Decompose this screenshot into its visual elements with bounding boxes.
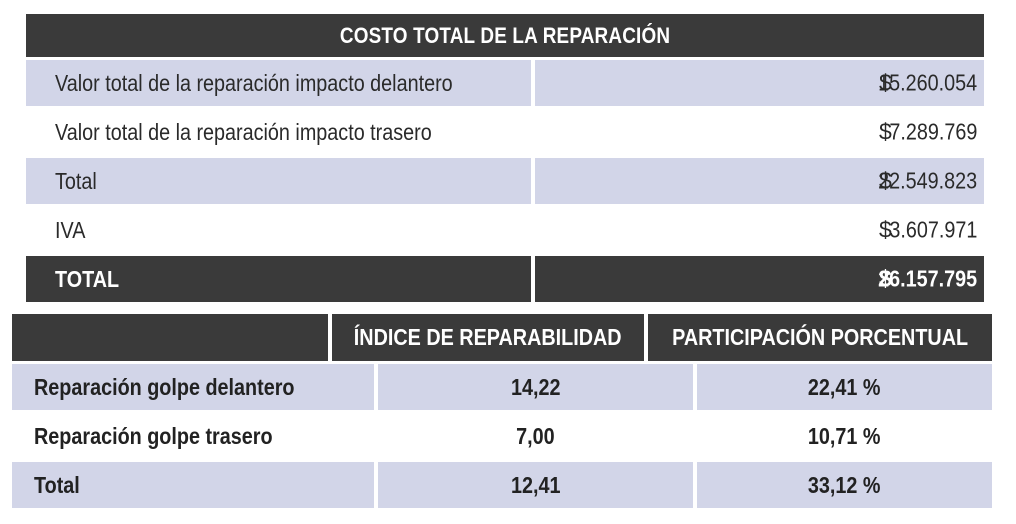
- repair-cost-row-total: Total $ 22.549.823: [26, 158, 984, 204]
- header-percentage-share: PARTICIPACIÓN PORCENTUAL: [647, 314, 992, 361]
- header-empty-cell: [12, 314, 329, 361]
- repair-cost-row-iva: IVA $ 3.607.971: [26, 207, 984, 253]
- row-share-value: 10,71 %: [808, 422, 881, 449]
- row-label: IVA: [26, 207, 531, 253]
- row-label-text: Total: [55, 167, 97, 194]
- row-index-value: 12,41: [378, 462, 693, 508]
- repair-cost-row-rear: Valor total de la reparación impacto tra…: [26, 109, 984, 155]
- row-label-text: IVA: [55, 216, 86, 243]
- row-value: 7.289.769: [888, 118, 977, 145]
- repairability-header-row: ÍNDICE DE REPARABILIDAD PARTICIPACIÓN PO…: [12, 314, 992, 361]
- currency-symbol: $: [879, 265, 892, 292]
- row-value: 22.549.823: [877, 167, 977, 194]
- row-label-text: Valor total de la reparación impacto del…: [55, 69, 453, 96]
- row-value-cell: $ 15.260.054: [535, 60, 984, 106]
- row-value-cell: $ 7.289.769: [535, 109, 984, 155]
- repair-cost-grand-total-row: TOTAL $ 26.157.795: [26, 256, 984, 302]
- row-value: 15.260.054: [877, 69, 977, 96]
- row-share-value: 22,41 %: [697, 364, 992, 410]
- currency-symbol: $: [879, 167, 892, 194]
- row-label: Valor total de la reparación impacto tra…: [26, 109, 531, 155]
- row-label: Total: [26, 158, 531, 204]
- row-label: Reparación golpe delantero: [12, 364, 374, 410]
- header-repairability-index: ÍNDICE DE REPARABILIDAD: [332, 314, 644, 361]
- repair-cost-row-front: Valor total de la reparación impacto del…: [26, 60, 984, 106]
- repair-cost-table: COSTO TOTAL DE LA REPARACIÓN Valor total…: [26, 14, 984, 302]
- grand-total-value: 26.157.795: [877, 265, 977, 292]
- row-label-text: Valor total de la reparación impacto tra…: [55, 118, 432, 145]
- repairability-row-rear: Reparación golpe trasero 7,00 10,71 %: [12, 413, 992, 459]
- row-label: Reparación golpe trasero: [34, 422, 273, 449]
- grand-total-label-text: TOTAL: [55, 265, 120, 292]
- currency-symbol: $: [879, 216, 892, 243]
- repairability-table: ÍNDICE DE REPARABILIDAD PARTICIPACIÓN PO…: [12, 314, 992, 511]
- currency-symbol: $: [879, 118, 892, 145]
- currency-symbol: $: [879, 69, 892, 96]
- row-index-value: 7,00: [516, 422, 555, 449]
- row-share-value: 33,12 %: [697, 462, 992, 508]
- row-index-value: 14,22: [378, 364, 693, 410]
- row-value-cell: $ 3.607.971: [535, 207, 984, 253]
- repair-cost-table-title: COSTO TOTAL DE LA REPARACIÓN: [26, 14, 984, 57]
- repairability-row-front: Reparación golpe delantero 14,22 22,41 %: [12, 364, 992, 410]
- row-value: 3.607.971: [888, 216, 977, 243]
- repair-cost-title-text: COSTO TOTAL DE LA REPARACIÓN: [339, 22, 671, 48]
- row-value-cell: $ 22.549.823: [535, 158, 984, 204]
- row-label: Total: [12, 462, 374, 508]
- row-label: Valor total de la reparación impacto del…: [26, 60, 531, 106]
- grand-total-label: TOTAL: [26, 256, 531, 302]
- repairability-row-total: Total 12,41 33,12 %: [12, 462, 992, 508]
- grand-total-value-cell: $ 26.157.795: [535, 256, 984, 302]
